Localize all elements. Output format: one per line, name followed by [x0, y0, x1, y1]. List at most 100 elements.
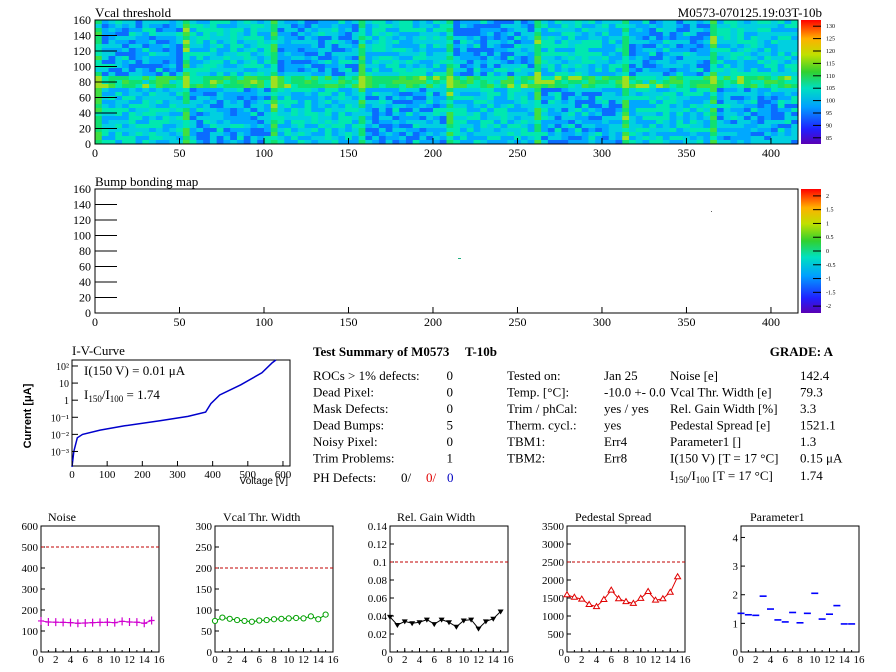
vcal-map-cell — [696, 44, 704, 49]
vcal-map-cell — [723, 116, 731, 121]
vcal-map-cell — [378, 48, 387, 53]
vcal-map-cell — [223, 72, 231, 77]
vcal-map-cell — [324, 32, 332, 37]
vcal-map-cell — [95, 120, 103, 125]
vcal-map-cell — [203, 72, 211, 77]
vcal-map-cell — [358, 32, 366, 37]
vcal-map-cell — [365, 100, 373, 105]
panel-point — [658, 594, 667, 602]
vcal-map-cell — [541, 64, 549, 69]
vcal-map-cell — [649, 128, 657, 133]
vcal-map-cell — [189, 124, 197, 129]
vcal-map-cell — [392, 44, 400, 49]
vcal-map-cell — [656, 24, 664, 29]
vcal-map-cell — [466, 96, 474, 101]
vcal-map-cell — [405, 24, 414, 29]
panel-ytick-label: 3 — [733, 561, 739, 573]
vcal-map-cell — [487, 108, 495, 113]
vcal-map-cell — [784, 44, 792, 49]
vcal-map-cell — [243, 32, 251, 37]
vcal-map-cell — [345, 120, 353, 125]
vcal-map-cell — [95, 132, 103, 137]
vcal-map-cell — [284, 28, 292, 33]
vcal-map-cell — [466, 28, 474, 33]
vcal-map-cell — [784, 88, 792, 93]
vcal-map-cell — [284, 112, 292, 117]
vcal-map-cell — [419, 60, 427, 65]
vcal-map-cell — [182, 36, 191, 41]
vcal-map-cell — [284, 120, 292, 125]
vcal-map-cell — [770, 64, 779, 69]
iv-xtick-label: 0 — [69, 469, 75, 481]
vcal-map-cell — [426, 88, 434, 93]
vcal-map-cell — [108, 104, 116, 109]
vcal-map-cell — [453, 128, 461, 133]
vcal-map-cell — [149, 132, 157, 137]
vcal-map-cell — [683, 44, 691, 49]
vcal-map-cell — [257, 32, 265, 37]
vcal-map-cell — [642, 64, 650, 69]
vcal-map-cell — [135, 44, 143, 49]
vcal-map-cell — [392, 124, 400, 129]
panel-title: Vcal Thr. Width — [223, 510, 300, 524]
vcal-map-cell — [514, 76, 522, 81]
vcal-map-cell — [385, 112, 393, 117]
vcal-map-cell — [412, 36, 420, 41]
vcal-map-cell — [554, 60, 562, 65]
vcal-map-cell — [737, 24, 745, 29]
vcal-map-cell — [500, 132, 508, 137]
vcal-map-cell — [155, 136, 163, 141]
vcal-map-cell — [223, 124, 231, 129]
vcal-map-cell — [777, 56, 785, 61]
vcal-map-cell — [162, 96, 170, 101]
vcal-map-cell — [405, 112, 414, 117]
vcal-map-cell — [385, 120, 393, 125]
vcal-map-cell — [365, 60, 373, 65]
vcal-map-cell — [500, 88, 508, 93]
vcal-map-cell — [777, 84, 785, 89]
vcal-map-cell — [629, 28, 637, 33]
vcal-map-cell — [635, 112, 643, 117]
vcal-map-cell — [750, 96, 758, 101]
vcal-map-cell — [466, 20, 474, 25]
vcal-map-cell — [196, 116, 204, 121]
vcal-map-cell — [216, 108, 224, 113]
vcal-map-cell — [520, 124, 529, 129]
vcal-map-cell — [608, 140, 616, 145]
vcal-map-cell — [216, 140, 224, 145]
vcal-map-cell — [196, 112, 204, 117]
vcal-map-cell — [304, 40, 312, 45]
vcal-map-cell — [176, 128, 184, 133]
vcal-map-cell — [149, 80, 157, 85]
vcal-map-cell — [453, 44, 461, 49]
vcal-map-cell — [128, 64, 136, 69]
vcal-map-cell — [122, 40, 130, 45]
vcal-map-cell — [574, 128, 583, 133]
vcal-map-cell — [345, 24, 353, 29]
vcal-map-cell — [135, 128, 143, 133]
vcal-map-cell — [95, 20, 103, 25]
vcal-map-cell — [297, 72, 305, 77]
vcal-map-cell — [487, 44, 495, 49]
vcal-map-cell — [770, 32, 779, 37]
vcal-map-cell — [243, 112, 251, 117]
vcal-map-cell — [500, 72, 508, 77]
vcal-map-cell — [595, 28, 603, 33]
vcal-map-cell — [656, 40, 664, 45]
vcal-map-cell — [527, 100, 535, 105]
vcal-map-cell — [601, 20, 610, 25]
vcal-map-cell — [169, 20, 177, 25]
vcal-map-cell — [723, 20, 731, 25]
vcal-map-cell — [142, 96, 150, 101]
vcal-map-cell — [372, 68, 380, 73]
vcal-map-cell — [527, 132, 535, 137]
vcal-map-cell — [236, 44, 245, 49]
vcal-map-cell — [581, 36, 589, 41]
vcal-map-cell — [480, 36, 488, 41]
vcal-map-cell — [338, 84, 346, 89]
vcal-map-cell — [392, 96, 400, 101]
vcal-map-cell — [419, 36, 427, 41]
vcal-map-cell — [115, 56, 123, 61]
vcal-map-cell — [703, 36, 711, 41]
vcal-map-cell — [541, 100, 549, 105]
